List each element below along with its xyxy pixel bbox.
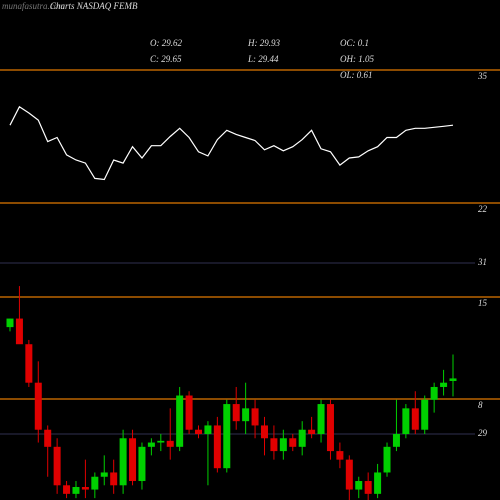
candle-body (100, 472, 108, 477)
stat: OL: 0.61 (340, 70, 373, 80)
candle-body (392, 433, 400, 447)
stat-label: OH: (340, 54, 356, 64)
candle-body (364, 481, 372, 494)
candle-body (242, 408, 250, 422)
candle-body (411, 408, 419, 430)
candle-body (72, 487, 80, 494)
y2-tick-label: 15 (478, 298, 488, 308)
y-tick-label: 31 (477, 257, 487, 267)
candle-body (213, 425, 221, 469)
stat: L: 29.44 (247, 54, 279, 64)
y-tick-label: 22 (478, 204, 488, 214)
candle-body (326, 404, 334, 452)
candle-body (91, 476, 99, 490)
candle-body (34, 382, 42, 430)
candle-body (345, 459, 353, 490)
candle-body (251, 408, 259, 426)
stat-value: 0.61 (357, 70, 373, 80)
candle-body (270, 438, 278, 452)
candle-body (185, 395, 193, 430)
candle-body (63, 485, 71, 494)
stat-value: 29.62 (162, 38, 183, 48)
candle-body (53, 446, 61, 486)
stat-value: 29.65 (161, 54, 182, 64)
y2-tick-label: 8 (478, 400, 483, 410)
stat-label: C: (150, 54, 159, 64)
candle-body (81, 487, 89, 490)
y-tick-label: 35 (477, 71, 488, 81)
stat-value: 1.05 (358, 54, 374, 64)
candle-body (195, 429, 203, 434)
stat-label: OC: (340, 38, 356, 48)
candle-body (147, 442, 155, 447)
candle-body (157, 440, 165, 443)
candle-body (232, 404, 240, 422)
candle-body (138, 446, 146, 482)
candle-body (317, 404, 325, 434)
candle-body (15, 318, 23, 345)
stat-label: L: (247, 54, 256, 64)
candle-body (449, 378, 457, 381)
stat: O: 29.62 (150, 38, 183, 48)
candle-body (44, 429, 52, 447)
candle-body (336, 451, 344, 460)
candle-body (260, 425, 268, 439)
candle-body (204, 425, 212, 434)
candle-body (402, 408, 410, 434)
candle-body (279, 438, 287, 452)
stat: OH: 1.05 (340, 54, 375, 64)
stat-label: OL: (340, 70, 355, 80)
candle-body (308, 429, 316, 434)
candle-body (6, 318, 14, 328)
candle-body (374, 472, 382, 494)
candle-body (25, 344, 33, 383)
stat-label: H: (247, 38, 258, 48)
stat-value: 0.1 (358, 38, 369, 48)
stat-value: 29.93 (260, 38, 281, 48)
stat-label: O: (150, 38, 160, 48)
candle-body (110, 472, 118, 486)
y-tick-label: 29 (478, 428, 488, 438)
candle-body (298, 429, 306, 447)
watermark: munafasutra.com (2, 1, 65, 11)
candle-body (421, 399, 429, 430)
chart-title: Charts NASDAQ FEMB (50, 1, 138, 11)
indicator-line (9, 105, 454, 181)
stat: H: 29.93 (247, 38, 281, 48)
candle-body (223, 404, 231, 469)
stat: OC: 0.1 (340, 38, 369, 48)
candle-body (355, 481, 363, 490)
stat-value: 29.44 (258, 54, 279, 64)
candle-body (166, 440, 174, 447)
candle-body (289, 438, 297, 447)
candle-body (430, 386, 438, 400)
stat: C: 29.65 (150, 54, 182, 64)
candle-body (176, 395, 184, 447)
candle-body (119, 438, 127, 486)
candle-body (129, 438, 137, 482)
candle-body (383, 446, 391, 473)
candle-body (440, 382, 448, 387)
